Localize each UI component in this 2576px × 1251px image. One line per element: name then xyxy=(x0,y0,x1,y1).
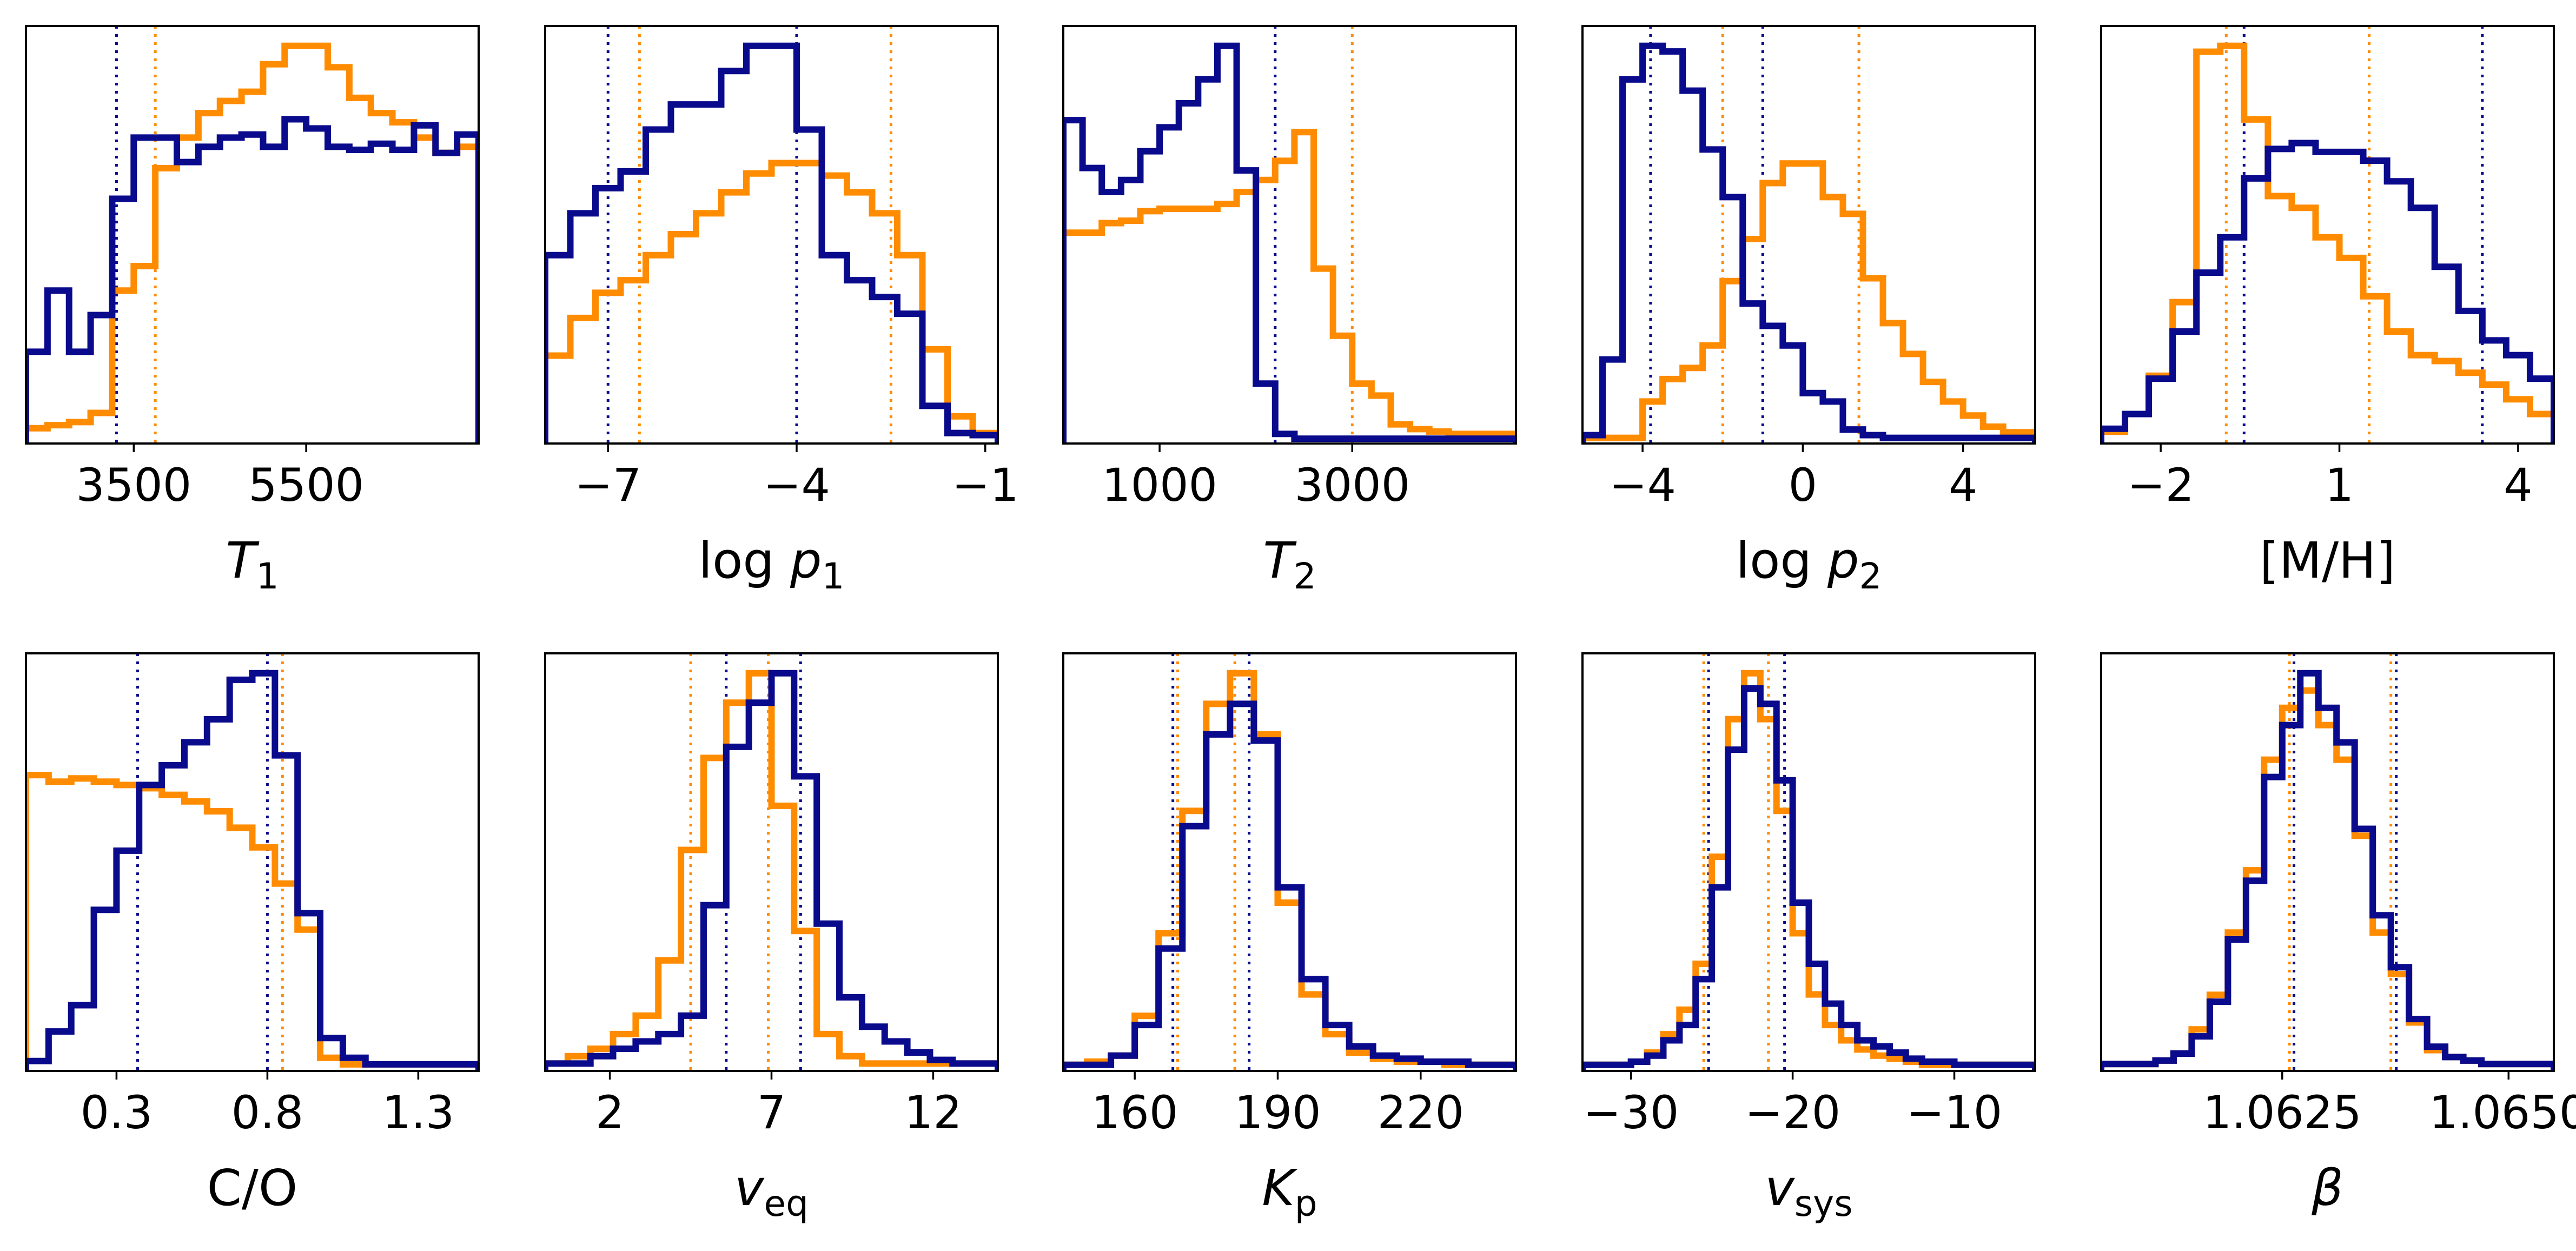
axes-frame xyxy=(1581,652,2036,1072)
x-tick-label: 190 xyxy=(1234,1086,1321,1139)
subplot-10: 1.0625 1.0650 β xyxy=(2100,652,2576,1217)
axes-frame xyxy=(1062,25,1517,445)
x-tick-label: 4 xyxy=(2504,459,2532,512)
x-tick-label: −7 xyxy=(574,459,641,512)
x-tick-label: 7 xyxy=(757,1086,786,1139)
x-tick-label: 0.8 xyxy=(231,1086,304,1139)
axes-frame xyxy=(1581,25,2036,445)
x-tick-label: 1000 xyxy=(1102,459,1217,512)
subplot-5: −2 1 4 [M/H] xyxy=(2100,25,2555,590)
subplot-1: 3500 5500 T1 xyxy=(25,25,480,597)
x-tick-label: 0.3 xyxy=(81,1086,153,1139)
plot-area xyxy=(545,653,998,1071)
x-axis-label: T2 xyxy=(1263,532,1316,597)
subplot-6: 0.3 0.8 1.3 C/O xyxy=(25,652,480,1217)
x-tick-label: 3000 xyxy=(1294,459,1410,512)
x-tick-label: −30 xyxy=(1583,1086,1679,1139)
histogram-orange xyxy=(1063,129,1516,444)
x-tick-label: −20 xyxy=(1745,1086,1840,1139)
histogram-orange xyxy=(1063,670,1516,1071)
axes-frame xyxy=(25,25,480,445)
x-axis-label: [M/H] xyxy=(2260,532,2395,590)
histogram-orange xyxy=(1582,670,2035,1071)
histogram-navy xyxy=(1582,42,2035,444)
histogram-navy xyxy=(1063,42,1516,444)
histogram-navy xyxy=(1582,685,2035,1071)
x-axis-label: log p2 xyxy=(1736,532,1882,597)
histogram-orange xyxy=(26,42,479,444)
x-axis-label: log p1 xyxy=(699,532,845,597)
x-axis-label: C/O xyxy=(207,1159,298,1217)
x-tick-label: 160 xyxy=(1091,1086,1178,1139)
x-tick-label: 5500 xyxy=(248,459,364,512)
subplot-7: 2 7 12 veq xyxy=(544,652,999,1224)
x-axis-label: veq xyxy=(734,1159,809,1224)
plot-area xyxy=(26,653,479,1071)
subplot-8: 160 190 220 Kp xyxy=(1062,652,1517,1224)
axes-frame xyxy=(1062,652,1517,1072)
subplot-3: 1000 3000 T2 xyxy=(1062,25,1517,597)
histogram-navy xyxy=(1063,700,1516,1071)
x-axis-label: vsys xyxy=(1765,1159,1852,1224)
x-tick-label: 1 xyxy=(2325,459,2354,512)
x-tick-label: 4 xyxy=(1949,459,1977,512)
x-tick-label: 1.0650 xyxy=(2429,1086,2576,1139)
histogram-orange xyxy=(545,160,998,444)
plot-area xyxy=(1582,26,2035,444)
histogram-orange xyxy=(2101,687,2554,1071)
x-tick-label: 3500 xyxy=(76,459,191,512)
histogram-navy xyxy=(545,42,998,444)
x-axis-label: β xyxy=(2311,1159,2343,1217)
x-tick-label: 12 xyxy=(904,1086,962,1139)
plot-area xyxy=(26,26,479,444)
histogram-orange xyxy=(2101,42,2554,444)
axes-frame xyxy=(2100,25,2555,445)
axes-frame xyxy=(25,652,480,1072)
x-tick-label: 0 xyxy=(1789,459,1817,512)
x-tick-label: −2 xyxy=(2127,459,2194,512)
axes-frame xyxy=(544,25,999,445)
axes-frame xyxy=(2100,652,2555,1072)
plot-area xyxy=(2101,26,2554,444)
x-tick-label: 1.3 xyxy=(382,1086,455,1139)
histogram-navy xyxy=(545,670,998,1071)
x-tick-label: 220 xyxy=(1378,1086,1464,1139)
histogram-navy xyxy=(26,670,479,1071)
plot-area xyxy=(1582,653,2035,1071)
subplot-4: −4 0 4 log p2 xyxy=(1581,25,2036,597)
histogram-navy xyxy=(2101,140,2554,444)
x-tick-label: −4 xyxy=(1609,459,1676,512)
histogram-navy xyxy=(26,116,479,444)
x-tick-label: 2 xyxy=(595,1086,624,1139)
subplot-2: −7 −4 −1 log p1 xyxy=(544,25,1019,597)
x-tick-label: −10 xyxy=(1906,1086,2002,1139)
x-axis-label: Kp xyxy=(1262,1159,1317,1224)
histogram-navy xyxy=(2101,670,2554,1071)
histogram-orange xyxy=(1582,160,2035,444)
x-axis-label: T1 xyxy=(226,532,279,597)
x-tick-label: −1 xyxy=(952,459,1019,512)
x-tick-label: −4 xyxy=(763,459,830,512)
histogram-orange xyxy=(545,670,998,1071)
plot-area xyxy=(1063,26,1516,444)
plot-area xyxy=(2101,653,2554,1071)
plot-area xyxy=(1063,653,1516,1071)
plot-area xyxy=(545,26,998,444)
x-tick-label: 1.0625 xyxy=(2203,1086,2362,1139)
subplot-9: −30 −20 −10 vsys xyxy=(1581,652,2036,1224)
